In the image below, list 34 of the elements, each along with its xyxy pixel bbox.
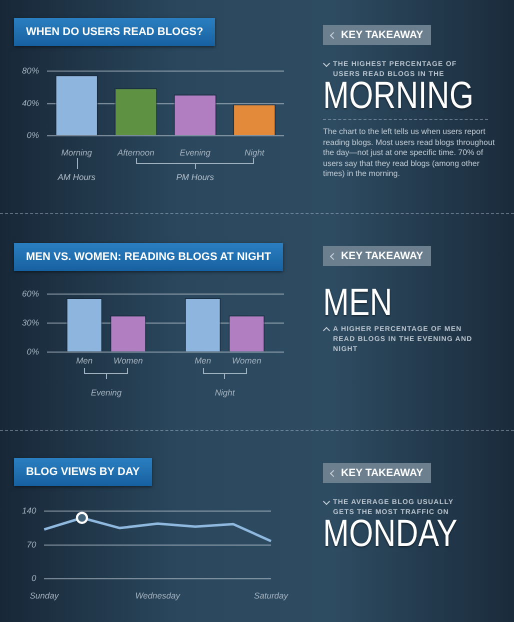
text: MEN: [323, 282, 392, 324]
chart-title: WHEN DO USERS READ BLOGS?: [14, 18, 216, 46]
series-label: Women: [114, 356, 144, 366]
x-tick-label: Evening: [90, 387, 122, 398]
text: Women: [232, 356, 262, 366]
x-tick-label: Evening: [180, 147, 211, 158]
y-tick-label: 140: [22, 505, 36, 516]
x-tick-label: Night: [214, 387, 236, 398]
y-tick-label: 0: [31, 573, 36, 584]
text: MORNING: [323, 75, 474, 117]
text: KEY TAKEAWAY: [323, 463, 432, 483]
text: Men: [194, 356, 212, 366]
y-tick-label: 0%: [26, 130, 40, 140]
x-tick-label: Afternoon: [116, 147, 155, 158]
y-tick-label: 40%: [22, 98, 40, 108]
x-tick-label: Wednesday: [135, 590, 181, 600]
x-tick-label: Night: [244, 147, 265, 158]
text: KEY TAKEAWAY: [323, 25, 432, 45]
chart-title: MEN VS. WOMEN: READING BLOGS AT NIGHT: [14, 243, 284, 271]
text: AM Hours: [58, 172, 96, 182]
chart-title: BLOG VIEWS BY DAY: [14, 458, 152, 486]
x-tick-label: Morning: [61, 147, 92, 158]
x-tick-label: Sunday: [30, 590, 60, 600]
y-tick-label: 60%: [22, 288, 40, 298]
text: The chart to the left tells us when users report reading blogs. Most users read blogs throughout the day—not just at one specific time. 70% of users say that they read blogs (among other times) in the morning.: [323, 127, 496, 180]
text: KEY TAKEAWAY: [323, 246, 432, 266]
y-tick-label: 70: [26, 539, 36, 550]
y-tick-label: 80%: [22, 65, 40, 76]
y-tick-label: 0%: [26, 346, 40, 356]
y-tick-label: 30%: [22, 317, 40, 328]
x-tick-label: Saturday: [254, 590, 289, 600]
text: PM Hours: [176, 172, 214, 182]
text: MONDAY: [323, 513, 458, 555]
series-label: Men: [76, 356, 93, 366]
